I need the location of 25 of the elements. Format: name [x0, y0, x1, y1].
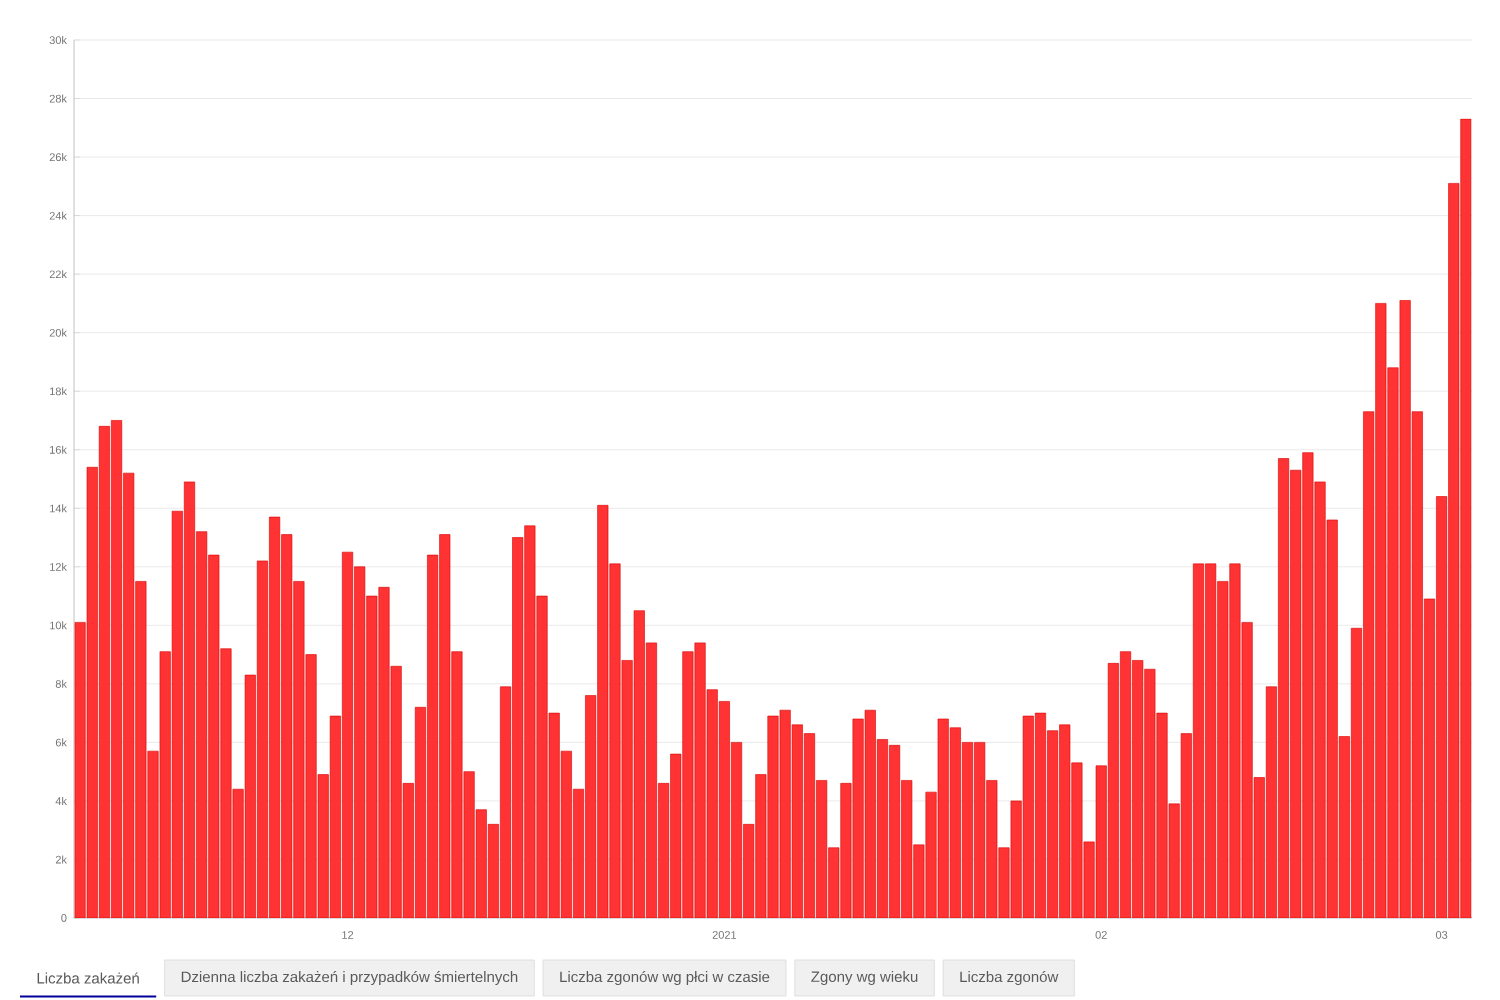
x-tick-label: 12 [342, 931, 354, 939]
y-tick-label: 12k [50, 562, 67, 571]
y-tick-label: 30k [49, 35, 67, 45]
x-tick-label: 03 [1435, 931, 1448, 939]
y-tick-label: 8k [55, 679, 67, 688]
y-tick-label: 2k [55, 855, 67, 864]
y-tick-label: 22k [49, 270, 67, 279]
y-tick-label: 20k [49, 328, 67, 337]
text: Liczba zgonów [960, 970, 1059, 986]
x-tick-label: 2021 [712, 931, 737, 939]
text: Dzienna liczba zakażeń i przypadków śmiertelnych [181, 970, 518, 986]
y-tick-label: 4k [55, 796, 67, 805]
x-tick-label: 02 [1095, 931, 1107, 939]
y-tick-label: 0 [61, 914, 67, 922]
y-tick-label: 6k [55, 738, 67, 747]
y-tick-label: 28k [49, 94, 67, 103]
text: Liczba zakażeń [37, 972, 139, 984]
y-tick-label: 18k [50, 387, 67, 396]
y-tick-label: 14k [50, 504, 67, 513]
y-tick-label: 24k [49, 211, 67, 220]
y-tick-label: 26k [49, 153, 67, 162]
text: Liczba zgonów wg płci w czasie [560, 970, 770, 986]
y-tick-label: 16k [50, 445, 67, 454]
y-tick-label: 10k [50, 621, 67, 630]
text: Zgony wg wieku [811, 971, 918, 985]
